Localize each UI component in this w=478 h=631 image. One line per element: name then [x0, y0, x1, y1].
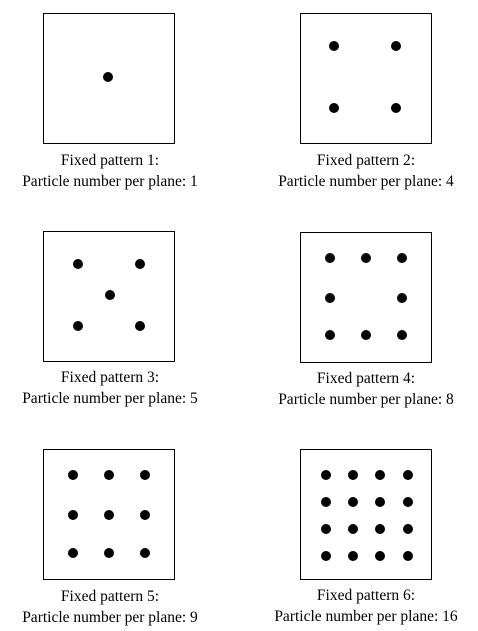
particle-dot [328, 103, 339, 114]
pattern-title: Fixed pattern 6: [316, 587, 416, 604]
particle-dot [320, 469, 331, 480]
pattern-frame [300, 13, 432, 144]
particle-dot [320, 496, 331, 507]
particle-dot [104, 548, 114, 559]
pattern-caption: Fixed pattern 5: Particle number per pla… [0, 586, 220, 628]
particle-dot [135, 321, 146, 332]
particle-dot [324, 292, 335, 303]
particle-dot [402, 496, 413, 507]
particle-dot [375, 523, 386, 534]
pattern-particle-count: Particle number per plane: 9 [22, 609, 198, 626]
pattern-caption: Fixed pattern 1: Particle number per pla… [0, 150, 220, 192]
pattern-particle-count: Particle number per plane: 1 [22, 173, 198, 190]
particle-dot [397, 329, 408, 340]
particle-dot [102, 72, 113, 83]
particle-dot [375, 550, 386, 561]
pattern-title: Fixed pattern 4: [316, 370, 416, 387]
particle-dot [397, 292, 408, 303]
particle-dot [402, 469, 413, 480]
pattern-caption: Fixed pattern 4: Particle number per pla… [256, 368, 476, 410]
particle-dot [67, 548, 78, 559]
particle-dot [140, 509, 151, 520]
particle-dot [140, 548, 151, 559]
particle-dot [67, 509, 78, 520]
pattern-particle-count: Particle number per plane: 5 [22, 390, 198, 407]
pattern-particle-count: Particle number per plane: 4 [278, 173, 454, 190]
particle-dot [348, 550, 358, 561]
particle-dot [72, 259, 83, 270]
particle-dot [104, 509, 114, 520]
particle-dot [105, 290, 116, 301]
particle-dot [390, 103, 401, 114]
particle-dot [361, 252, 371, 263]
particle-dot [348, 523, 358, 534]
particle-dot [348, 469, 358, 480]
particle-dot [320, 550, 331, 561]
particle-dot [390, 41, 401, 52]
particle-dot [348, 496, 358, 507]
pattern-title: Fixed pattern 5: [60, 588, 160, 605]
particle-dot [328, 41, 339, 52]
pattern-frame [300, 449, 432, 580]
pattern-title: Fixed pattern 2: [316, 152, 416, 169]
pattern-caption: Fixed pattern 3: Particle number per pla… [0, 367, 220, 409]
particle-dot [375, 496, 386, 507]
pattern-title: Fixed pattern 3: [60, 369, 160, 386]
pattern-frame [43, 13, 175, 144]
pattern-caption: Fixed pattern 2: Particle number per pla… [256, 150, 476, 192]
particle-dot [104, 469, 114, 480]
particle-dot [324, 329, 335, 340]
particle-dot [320, 523, 331, 534]
particle-dot [140, 469, 151, 480]
pattern-frame [300, 232, 432, 363]
particle-dot [361, 329, 371, 340]
particle-dot [397, 252, 408, 263]
pattern-frame [43, 231, 175, 362]
pattern-particle-count: Particle number per plane: 16 [274, 608, 458, 625]
particle-dot [375, 469, 386, 480]
particle-dot [72, 321, 83, 332]
particle-dot [324, 252, 335, 263]
particle-dot [402, 523, 413, 534]
pattern-title: Fixed pattern 1: [60, 152, 160, 169]
pattern-frame [43, 449, 175, 580]
particle-dot [67, 469, 78, 480]
pattern-particle-count: Particle number per plane: 8 [278, 391, 454, 408]
particle-dot [402, 550, 413, 561]
particle-dot [135, 259, 146, 270]
pattern-caption: Fixed pattern 6: Particle number per pla… [256, 585, 476, 627]
